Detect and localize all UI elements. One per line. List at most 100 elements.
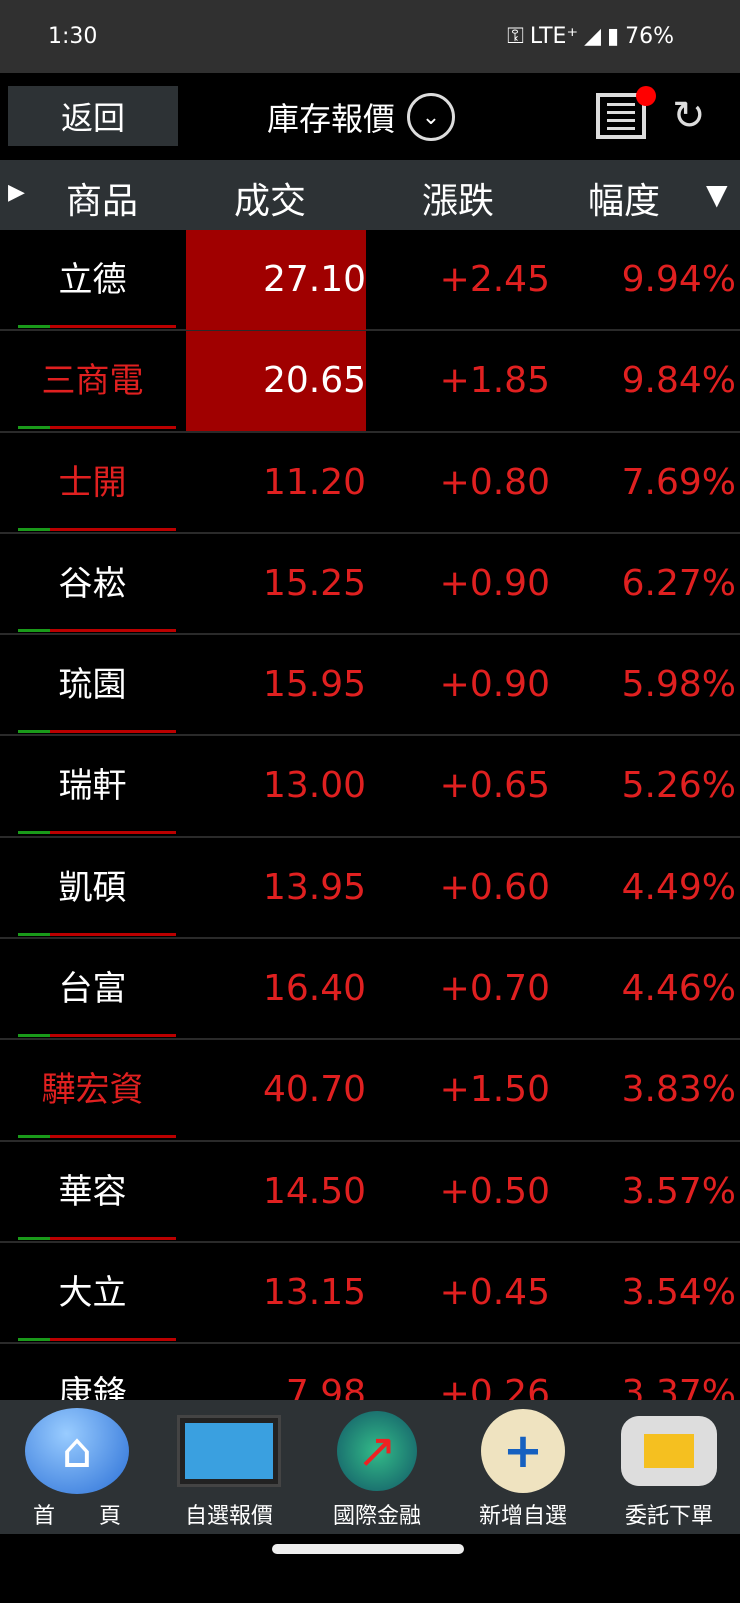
col-change[interactable]: 漲跌: [422, 181, 495, 222]
plus-icon: +: [471, 1408, 575, 1494]
col-product[interactable]: 商品: [66, 181, 139, 222]
stock-name: 瑞軒: [58, 766, 127, 807]
globe-arrow-icon: ↗: [325, 1408, 429, 1494]
nav-label: 委託下單: [624, 1504, 713, 1529]
table-row[interactable]: 驊宏資 40.70 +1.50 3.83%: [0, 1040, 740, 1142]
price: 13.00: [262, 765, 366, 807]
nav-item[interactable]: 委託下單: [604, 1400, 734, 1534]
bottom-nav: ⌂ 首 頁 自選報價 ↗ 國際金融 + 新增自選 委託下單: [0, 1400, 740, 1534]
volume-bar: [18, 628, 176, 632]
price: 20.65: [186, 331, 366, 432]
price: 13.95: [262, 866, 366, 908]
table-row[interactable]: 凱碩 13.95 +0.60 4.49%: [0, 838, 740, 940]
percent-change: 6.27%: [621, 562, 736, 604]
stock-name: 大立: [58, 1272, 127, 1313]
nav-item[interactable]: 自選報價: [164, 1400, 294, 1534]
percent-change: 7.69%: [621, 461, 736, 503]
nav-label: 新增自選: [478, 1504, 567, 1529]
top-bar: 返回 庫存報價 ⌄ ↻: [0, 73, 740, 159]
notification-dot: [636, 86, 656, 106]
change: +0.90: [439, 562, 550, 604]
percent-change: 9.94%: [621, 259, 736, 300]
volume-bar: [18, 1236, 176, 1240]
chevron-down-icon[interactable]: ⌄: [407, 93, 456, 141]
percent-change: 3.57%: [621, 1170, 736, 1212]
stock-name: 台富: [58, 969, 127, 1010]
tablet-chart-icon: [177, 1408, 281, 1494]
table-row[interactable]: 瑞軒 13.00 +0.65 5.26%: [0, 736, 740, 838]
nav-label: 國際金融: [332, 1504, 421, 1529]
table-row[interactable]: 谷崧 15.25 +0.90 6.27%: [0, 534, 740, 636]
change: +0.65: [439, 765, 550, 807]
stock-name: 華容: [58, 1171, 127, 1212]
percent-change: 5.98%: [621, 664, 736, 706]
table-row[interactable]: 士開 11.20 +0.80 7.69%: [0, 433, 740, 534]
percent-change: 3.83%: [621, 1069, 736, 1111]
change: +0.45: [439, 1271, 550, 1313]
battery-level: 76%: [625, 24, 674, 49]
table-row[interactable]: 大立 13.15 +0.45 3.54%: [0, 1243, 740, 1345]
stock-name: 驊宏資: [41, 1070, 144, 1111]
status-bar: 1:30 ⚿ LTE⁺ ◢ ▮ 76%: [0, 0, 740, 73]
price: 16.40: [262, 968, 366, 1010]
change: +0.60: [439, 866, 550, 908]
back-button[interactable]: 返回: [8, 86, 178, 146]
volume-bar: [18, 1034, 176, 1038]
nav-item[interactable]: ⌂ 首 頁: [12, 1400, 142, 1534]
change: +0.50: [439, 1170, 550, 1212]
change: +2.45: [439, 259, 550, 300]
stock-name: 凱碩: [58, 867, 127, 908]
home-indicator[interactable]: [272, 1544, 464, 1554]
page-title: 庫存報價: [267, 100, 396, 138]
network-type: LTE⁺: [529, 24, 579, 49]
table-row[interactable]: 台富 16.40 +0.70 4.46%: [0, 939, 740, 1041]
refresh-icon[interactable]: ↻: [672, 93, 706, 139]
volume-bar: [18, 1135, 176, 1139]
price: 14.50: [262, 1170, 366, 1212]
stock-name: 士開: [58, 462, 127, 503]
table-row[interactable]: 琉園 15.95 +0.90 5.98%: [0, 635, 740, 737]
col-price[interactable]: 成交: [234, 181, 307, 222]
table-row[interactable]: 立德 27.10 +2.45 9.94%: [0, 230, 740, 332]
nav-item[interactable]: + 新增自選: [458, 1400, 588, 1534]
clock: 1:30: [48, 24, 98, 49]
home-icon: ⌂: [25, 1408, 129, 1494]
quote-list: 立德 27.10 +2.45 9.94% 三商電 20.65 +1.85 9.8…: [0, 230, 740, 1446]
price: 27.10: [186, 230, 366, 330]
order-icon: [617, 1408, 721, 1494]
sort-down-icon[interactable]: ▼: [706, 178, 728, 211]
price: 15.95: [262, 664, 366, 706]
volume-bar: [18, 325, 176, 328]
stock-name: 三商電: [41, 361, 144, 402]
table-row[interactable]: 華容 14.50 +0.50 3.57%: [0, 1142, 740, 1243]
scroll-left-icon[interactable]: ▶: [8, 180, 25, 205]
volume-bar: [18, 1337, 176, 1341]
volume-bar: [18, 932, 176, 936]
percent-change: 9.84%: [621, 360, 736, 402]
percent-change: 3.54%: [621, 1271, 736, 1313]
nav-label: 首 頁: [32, 1504, 121, 1529]
list-selector[interactable]: 庫存報價 ⌄: [267, 93, 456, 141]
volume-bar: [18, 831, 176, 835]
price: 40.70: [262, 1069, 366, 1111]
change: +0.90: [439, 664, 550, 706]
signal-icon: ◢: [584, 24, 601, 49]
volume-bar: [18, 426, 176, 430]
volume-bar: [18, 730, 176, 734]
change: +1.50: [439, 1069, 550, 1111]
nav-item[interactable]: ↗ 國際金融: [312, 1400, 442, 1534]
price: 11.20: [262, 461, 366, 503]
battery-icon: ▮: [606, 24, 620, 49]
percent-change: 4.49%: [621, 866, 736, 908]
nav-label: 自選報價: [184, 1504, 273, 1529]
col-percent[interactable]: 幅度: [588, 181, 661, 222]
change: +0.70: [439, 968, 550, 1010]
price: 15.25: [262, 562, 366, 604]
percent-change: 4.46%: [621, 968, 736, 1010]
stock-name: 谷崧: [58, 563, 127, 604]
notes-icon[interactable]: [596, 93, 646, 139]
stock-name: 琉園: [58, 665, 127, 706]
percent-change: 5.26%: [621, 765, 736, 807]
table-row[interactable]: 三商電 20.65 +1.85 9.84%: [0, 331, 740, 433]
change: +0.80: [439, 461, 550, 503]
